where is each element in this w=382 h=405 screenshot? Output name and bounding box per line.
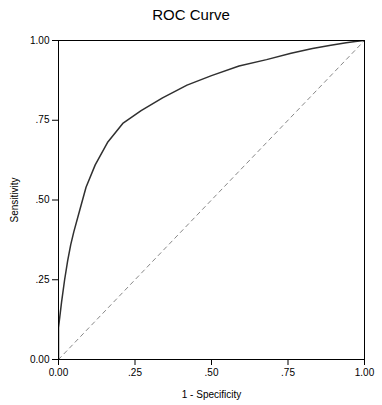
svg-text:1.00: 1.00 — [30, 35, 50, 46]
svg-text:.25: .25 — [128, 367, 142, 378]
svg-text:.75: .75 — [281, 367, 295, 378]
svg-text:.50: .50 — [36, 194, 50, 205]
svg-text:1 - Specificity: 1 - Specificity — [182, 389, 241, 400]
svg-text:0.00: 0.00 — [49, 367, 69, 378]
svg-text:.50: .50 — [205, 367, 219, 378]
svg-text:1.00: 1.00 — [355, 367, 375, 378]
svg-text:Sensitivity: Sensitivity — [9, 177, 20, 222]
svg-text:.75: .75 — [36, 114, 50, 125]
svg-text:0.00: 0.00 — [30, 354, 50, 365]
svg-text:.25: .25 — [36, 274, 50, 285]
html-text:ROC Curve: ROC Curve — [152, 6, 230, 23]
